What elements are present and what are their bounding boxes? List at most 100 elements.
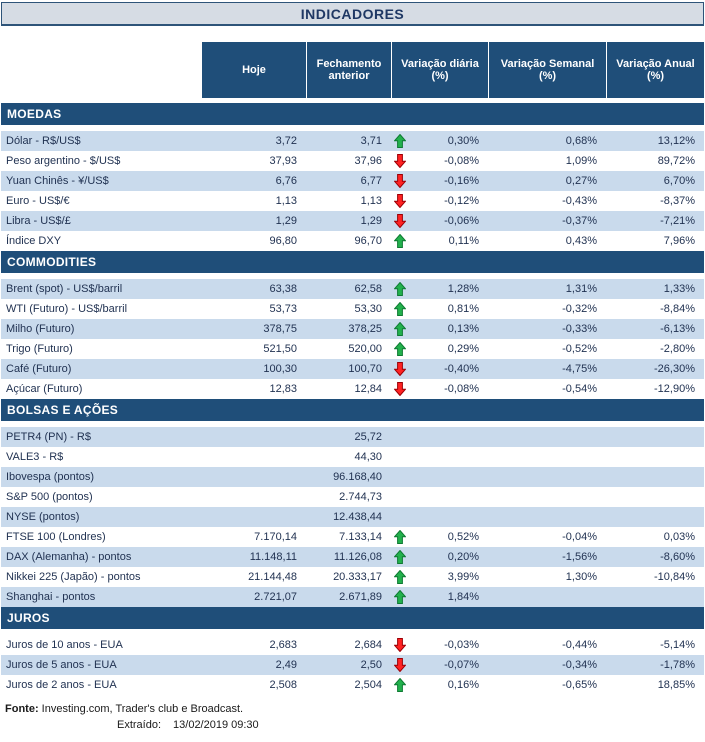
variacao-anual-value: 13,12% (657, 135, 695, 147)
variacao-diaria-cell: -0,08% (391, 151, 488, 171)
down-arrow-icon (394, 151, 409, 171)
down-arrow-icon (394, 194, 406, 208)
table-row: Libra - US$/£ 1,29 1,29 -0,06% -0,37% -7,21% (1, 211, 704, 231)
row-label: Peso argentino - $/US$ (6, 155, 121, 167)
variacao-diaria-value: -0,08% (444, 155, 479, 167)
row-label: Índice DXY (6, 235, 62, 247)
variacao-semanal-value: 1,31% (565, 283, 597, 295)
up-arrow-icon (394, 567, 409, 587)
down-arrow-icon (394, 214, 406, 228)
variacao-diaria-value: 0,16% (447, 679, 479, 691)
variacao-semanal-value: -4,75% (562, 363, 597, 375)
fechamento-value: 44,30 (354, 451, 382, 463)
variacao-diaria-cell: 0,11% (391, 231, 488, 251)
header-blank-cell (1, 42, 201, 98)
trend-icon-empty (394, 427, 409, 447)
variacao-diaria-cell (391, 427, 488, 447)
down-arrow-icon (394, 638, 406, 652)
row-label: Nikkei 225 (Japão) - pontos (6, 571, 141, 583)
variacao-diaria-cell: -0,03% (391, 635, 488, 655)
up-arrow-icon (394, 587, 409, 607)
hoje-value (201, 427, 306, 447)
up-arrow-icon (394, 319, 409, 339)
row-label: Ibovespa (pontos) (6, 471, 95, 483)
variacao-diaria-cell: 0,29% (391, 339, 488, 359)
table-row: S&P 500 (pontos) 2.744,73 (1, 487, 704, 507)
fechamento-value: 20.333,17 (333, 571, 382, 583)
variacao-semanal-value (488, 507, 606, 527)
variacao-diaria-cell: -0,07% (391, 655, 488, 675)
row-label: PETR4 (PN) - R$ (6, 431, 91, 443)
table-row: Brent (spot) - US$/barril 63,38 62,58 1,28%… (1, 279, 704, 299)
table-row: Shanghai - pontos 2.721,07 2.671,89 1,84% (1, 587, 704, 607)
hoje-value: 1,13 (275, 195, 297, 207)
variacao-diaria-cell: 3,99% (391, 567, 488, 587)
row-label: Juros de 2 anos - EUA (6, 679, 117, 691)
table-row: Índice DXY 96,80 96,70 0,11% 0,43% 7,96% (1, 231, 704, 251)
fechamento-value: 2.744,73 (339, 491, 382, 503)
variacao-semanal-value: 0,27% (565, 175, 597, 187)
hoje-value (201, 507, 306, 527)
hoje-value: 12,83 (269, 383, 297, 395)
variacao-diaria-value: -0,12% (444, 195, 479, 207)
variacao-anual-value (606, 427, 704, 447)
hoje-value: 21.144,48 (248, 571, 297, 583)
variacao-diaria-cell: -0,16% (391, 171, 488, 191)
hoje-value: 37,93 (269, 155, 297, 167)
variacao-diaria-value: 0,20% (447, 551, 479, 563)
fechamento-value: 96,70 (354, 235, 382, 247)
down-arrow-icon (394, 191, 409, 211)
variacao-anual-value: 0,03% (663, 531, 695, 543)
table-row: Juros de 5 anos - EUA 2,49 2,50 -0,07% -0,34… (1, 655, 704, 675)
row-label: NYSE (pontos) (6, 511, 80, 523)
variacao-diaria-cell: 1,28% (391, 279, 488, 299)
variacao-semanal-value: -0,52% (562, 343, 597, 355)
table-row: FTSE 100 (Londres) 7.170,14 7.133,14 0,52% -… (1, 527, 704, 547)
variacao-semanal-value: -0,37% (562, 215, 597, 227)
fechamento-value: 7.133,14 (339, 531, 382, 543)
row-label: WTI (Futuro) - US$/barril (6, 303, 128, 315)
hoje-value (201, 467, 306, 487)
variacao-anual-value (606, 487, 704, 507)
up-arrow-icon (394, 279, 409, 299)
variacao-anual-value (606, 447, 704, 467)
fechamento-value: 25,72 (354, 431, 382, 443)
fechamento-value: 11.126,08 (333, 551, 382, 563)
row-label: VALE3 - R$ (6, 451, 64, 463)
up-arrow-icon (394, 590, 406, 604)
up-arrow-icon (394, 339, 409, 359)
down-arrow-icon (394, 635, 409, 655)
extracted-label: Extraído: (117, 719, 162, 731)
fechamento-value: 53,30 (354, 303, 382, 315)
variacao-diaria-cell: 0,52% (391, 527, 488, 547)
variacao-semanal-value (488, 487, 606, 507)
row-label: Brent (spot) - US$/barril (6, 283, 123, 295)
variacao-diaria-value: 0,29% (447, 343, 479, 355)
up-arrow-icon (394, 527, 409, 547)
variacao-diaria-value: 0,13% (447, 323, 479, 335)
variacao-anual-value (606, 587, 704, 607)
variacao-semanal-value: -0,44% (562, 639, 597, 651)
fechamento-value: 1,29 (360, 215, 382, 227)
down-arrow-icon (394, 154, 406, 168)
trend-icon-empty (394, 467, 409, 487)
variacao-diaria-cell (391, 487, 488, 507)
column-header-hoje: Hoje (201, 42, 306, 98)
row-label: Dólar - R$/US$ (6, 135, 81, 147)
section-header-bolsas-e-a-es: BOLSAS E AÇÕES (1, 399, 704, 421)
variacao-anual-value: 7,96% (663, 235, 695, 247)
table-row: Açúcar (Futuro) 12,83 12,84 -0,08% -0,54% -12… (1, 379, 704, 399)
variacao-semanal-value: -0,33% (562, 323, 597, 335)
variacao-anual-value: 89,72% (657, 155, 695, 167)
hoje-value: 53,73 (269, 303, 297, 315)
fechamento-value: 2.671,89 (339, 591, 382, 603)
row-label: Shanghai - pontos (6, 591, 96, 603)
variacao-anual-value: -8,84% (660, 303, 695, 315)
variacao-diaria-cell: -0,12% (391, 191, 488, 211)
variacao-semanal-value: -1,56% (562, 551, 597, 563)
extracted-timestamp: 13/02/2019 09:30 (173, 719, 259, 731)
table-row: Juros de 10 anos - EUA 2,683 2,684 -0,03% -0… (1, 635, 704, 655)
row-label: Juros de 5 anos - EUA (6, 659, 117, 671)
hoje-value: 2,508 (269, 679, 297, 691)
variacao-anual-value (606, 467, 704, 487)
